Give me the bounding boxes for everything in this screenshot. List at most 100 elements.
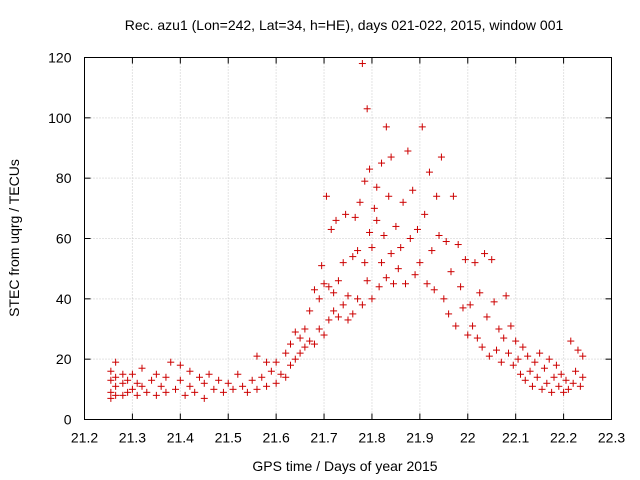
data-point	[124, 376, 132, 384]
data-point	[406, 235, 414, 242]
data-point	[411, 271, 419, 279]
data-point	[172, 385, 180, 393]
data-point	[457, 283, 465, 291]
data-point	[368, 244, 376, 252]
data-point	[430, 286, 438, 294]
data-point	[152, 370, 160, 378]
data-point	[531, 358, 539, 366]
data-point	[210, 385, 218, 393]
data-point	[404, 147, 412, 155]
data-point	[124, 388, 132, 396]
data-point	[461, 256, 469, 264]
data-point	[373, 216, 381, 224]
data-point	[267, 367, 275, 375]
data-point	[449, 192, 457, 200]
data-point	[334, 313, 342, 321]
data-point	[356, 198, 364, 206]
data-point	[219, 388, 227, 396]
grid-lines	[84, 57, 612, 420]
data-point	[133, 391, 141, 399]
data-point	[330, 307, 338, 315]
data-point	[452, 322, 460, 330]
data-point	[263, 382, 271, 390]
data-point	[107, 388, 115, 396]
data-point	[181, 391, 189, 399]
data-point	[248, 376, 256, 384]
data-point	[339, 259, 347, 267]
data-point	[368, 295, 376, 303]
data-point	[557, 370, 565, 378]
data-point	[366, 165, 374, 173]
data-point	[253, 352, 261, 360]
data-point	[538, 385, 546, 393]
data-point	[107, 367, 115, 375]
data-point	[572, 367, 580, 375]
chart-title: Rec. azu1 (Lon=242, Lat=34, h=HE), days …	[125, 17, 564, 33]
data-point	[392, 222, 400, 230]
data-point	[569, 379, 577, 387]
data-point	[440, 295, 448, 303]
data-point	[176, 376, 184, 384]
data-point	[349, 253, 357, 261]
data-point	[287, 361, 295, 369]
data-point	[107, 376, 115, 384]
data-point	[349, 310, 357, 318]
data-point	[413, 225, 421, 233]
y-tick-label: 40	[56, 291, 72, 307]
data-point	[301, 325, 309, 333]
data-point	[562, 376, 570, 384]
y-tick-label: 120	[48, 50, 72, 66]
data-point	[378, 259, 386, 267]
data-point	[373, 183, 381, 191]
data-point	[152, 391, 160, 399]
data-point	[469, 322, 477, 330]
data-point	[528, 382, 536, 390]
data-point	[306, 307, 314, 315]
data-point	[478, 343, 486, 351]
data-point	[138, 364, 146, 372]
data-point	[416, 259, 424, 267]
data-point	[361, 177, 369, 185]
data-point	[401, 280, 409, 288]
data-point	[378, 159, 386, 167]
data-point	[327, 225, 335, 233]
data-point	[330, 289, 338, 297]
data-point	[354, 247, 362, 255]
data-point	[186, 382, 194, 390]
data-point	[454, 241, 462, 249]
data-point	[471, 259, 479, 267]
data-point	[234, 370, 242, 378]
data-point	[366, 228, 374, 236]
data-point	[263, 358, 271, 366]
data-point	[282, 349, 290, 357]
data-point	[344, 316, 352, 324]
data-point	[322, 192, 330, 200]
data-point	[358, 301, 366, 309]
data-point	[442, 238, 450, 246]
data-point	[186, 367, 194, 375]
y-tick-labels: 0 20 40 60 80 100 120	[48, 50, 72, 428]
data-point	[387, 250, 395, 258]
data-point	[258, 373, 266, 381]
data-point	[157, 382, 165, 390]
data-point	[524, 352, 532, 360]
data-point	[509, 361, 517, 369]
data-point	[394, 265, 402, 273]
data-point	[128, 385, 136, 393]
y-tick-label: 0	[64, 412, 72, 428]
data-point	[567, 337, 575, 345]
data-point	[291, 355, 299, 363]
data-point	[315, 325, 323, 333]
data-point	[552, 361, 560, 369]
data-point	[334, 277, 342, 285]
data-point	[339, 301, 347, 309]
data-point	[380, 231, 388, 239]
y-tick-label: 80	[56, 170, 72, 186]
y-tick-label: 60	[56, 231, 72, 247]
data-point	[423, 280, 431, 288]
data-point	[370, 204, 378, 212]
data-point	[473, 334, 481, 342]
data-point	[574, 346, 582, 354]
data-point	[488, 256, 496, 264]
